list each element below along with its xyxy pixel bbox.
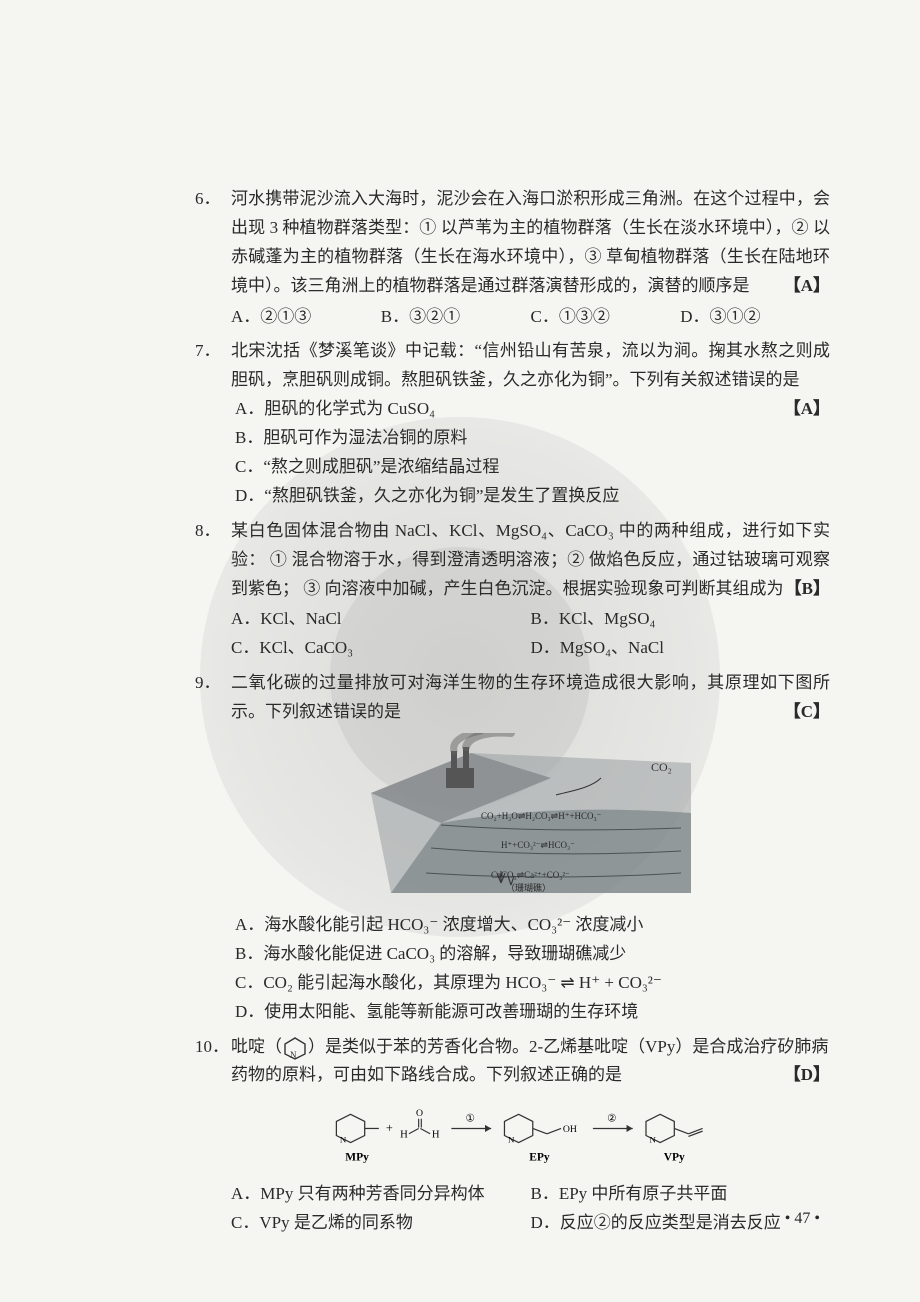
stem-text: 河水携带泥沙流入大海时，泥沙会在入海口淤积形成三角洲。在这个过程中，会出现 3 … bbox=[231, 189, 830, 295]
option-c: C．CO₂ 能引起海水酸化，其原理为 HCO₃⁻ ⇌ H⁺ + CO₃²⁻ bbox=[231, 969, 830, 998]
label-eq1: CO₂+H₂O⇌H₂CO₃⇌H⁺+HCO₃⁻ bbox=[481, 811, 602, 821]
option-d: D．③①② bbox=[680, 303, 830, 332]
stem-text: 北宋沈括《梦溪笔谈》中记载：“信州铅山有苦泉，流以为涧。掬其水熬之则成胆矾，烹胆… bbox=[231, 341, 830, 389]
exam-page: 6． 河水携带泥沙流入大海时，泥沙会在入海口淤积形成三角洲。在这个过程中，会出现… bbox=[0, 0, 920, 1302]
answer-tag: 【C】 bbox=[784, 698, 830, 727]
answer-tag: 【B】 bbox=[785, 575, 830, 604]
svg-text:O: O bbox=[416, 1108, 423, 1119]
option-d: D．使用太阳能、氢能等新能源可改善珊瑚的生存环境 bbox=[231, 998, 830, 1027]
options: A．②①③ B．③②① C．①③② D．③①② bbox=[231, 303, 830, 332]
answer-tag: 【D】 bbox=[784, 1061, 830, 1090]
question-7: 7． 北宋沈括《梦溪笔谈》中记载：“信州铅山有苦泉，流以为涧。掬其水熬之则成胆矾… bbox=[195, 337, 830, 510]
option-b: B．胆矾可作为湿法冶铜的原料 bbox=[231, 424, 830, 453]
question-stem: 北宋沈括《梦溪笔谈》中记载：“信州铅山有苦泉，流以为涧。掬其水熬之则成胆矾，烹胆… bbox=[231, 337, 830, 395]
vpy-label: VPy bbox=[663, 1152, 684, 1164]
option-b: B．海水酸化能促进 CaCO₃ 的溶解，导致珊瑚礁减少 bbox=[231, 940, 830, 969]
step1-label: ① bbox=[465, 1113, 475, 1125]
option-c: C．KCl、CaCO₃ bbox=[231, 634, 531, 663]
question-stem: 某白色固体混合物由 NaCl、KCl、MgSO₄、CaCO₃ 中的两种组成，进行… bbox=[231, 517, 830, 604]
svg-text:N: N bbox=[290, 1050, 297, 1060]
question-number: 8． bbox=[195, 517, 231, 663]
answer-tag: 【A】 bbox=[784, 395, 830, 424]
svg-text:N: N bbox=[339, 1135, 346, 1145]
label-eq3: CaCO₃⇌Ca²⁺+CO₃²⁻ bbox=[491, 870, 570, 880]
label-eq2: H⁺+CO₃²⁻⇌HCO₃⁻ bbox=[501, 840, 575, 850]
option-b: B．③②① bbox=[381, 303, 531, 332]
svg-text:+: + bbox=[385, 1121, 392, 1135]
question-body: 某白色固体混合物由 NaCl、KCl、MgSO₄、CaCO₃ 中的两种组成，进行… bbox=[231, 517, 830, 663]
mpy-label: MPy bbox=[345, 1152, 369, 1164]
question-stem-line2: 药物的原料，可由如下路线合成。下列叙述正确的是 【D】 bbox=[231, 1061, 830, 1090]
stem-text-2: 药物的原料，可由如下路线合成。下列叙述正确的是 bbox=[231, 1065, 622, 1084]
question-body: 吡啶（ N ）是类似于苯的芳香化合物。2-乙烯基吡啶（VPy）是合成治疗矽肺病 药物… bbox=[231, 1033, 830, 1238]
label-coral: （珊瑚礁） bbox=[506, 882, 551, 893]
option-c: C．VPy 是乙烯的同系物 bbox=[231, 1209, 531, 1238]
question-number: 9． bbox=[195, 669, 231, 1026]
pyridine-icon: N bbox=[282, 1036, 308, 1060]
scheme-svg: N + O H H ① N bbox=[301, 1096, 761, 1168]
option-d: D．“熬胆矾铁釜，久之亦化为铜”是发生了置换反应 bbox=[231, 482, 830, 511]
question-10: 10． 吡啶（ N ）是类似于苯的芳香化合物。2-乙烯基吡啶（VPy）是合成治疗矽肺… bbox=[195, 1033, 830, 1238]
option-a: A．MPy 只有两种芳香同分异构体 bbox=[231, 1180, 531, 1209]
epy-label: EPy bbox=[529, 1152, 550, 1164]
option-a: A．KCl、NaCl bbox=[231, 605, 531, 634]
stem-text: 某白色固体混合物由 NaCl、KCl、MgSO₄、CaCO₃ 中的两种组成，进行… bbox=[231, 521, 830, 598]
options: A．MPy 只有两种芳香同分异构体 B．EPy 中所有原子共平面 C．VPy 是… bbox=[231, 1180, 830, 1238]
option-c: C．“熬之则成胆矾”是浓缩结晶过程 bbox=[231, 453, 830, 482]
option-b: B．EPy 中所有原子共平面 bbox=[531, 1180, 831, 1209]
label-co2: CO₂ bbox=[651, 760, 672, 774]
question-number: 6． bbox=[195, 185, 231, 331]
option-d: D．反应②的反应类型是消去反应 bbox=[531, 1209, 831, 1238]
option-a: A．②①③ bbox=[231, 303, 381, 332]
question-number: 7． bbox=[195, 337, 231, 510]
synthesis-scheme: N + O H H ① N bbox=[231, 1096, 830, 1178]
question-8: 8． 某白色固体混合物由 NaCl、KCl、MgSO₄、CaCO₃ 中的两种组成… bbox=[195, 517, 830, 663]
question-body: 二氧化碳的过量排放可对海洋生物的生存环境造成很大影响，其原理如下图所示。下列叙述… bbox=[231, 669, 830, 1026]
stem-post: ）是类似于苯的芳香化合物。2-乙烯基吡啶（VPy）是合成治疗矽肺病 bbox=[308, 1037, 828, 1056]
question-body: 北宋沈括《梦溪笔谈》中记载：“信州铅山有苦泉，流以为涧。掬其水熬之则成胆矾，烹胆… bbox=[231, 337, 830, 510]
answer-tag: 【A】 bbox=[784, 272, 830, 301]
question-stem-line1: 吡啶（ N ）是类似于苯的芳香化合物。2-乙烯基吡啶（VPy）是合成治疗矽肺病 bbox=[231, 1033, 830, 1062]
question-9: 9． 二氧化碳的过量排放可对海洋生物的生存环境造成很大影响，其原理如下图所示。下… bbox=[195, 669, 830, 1026]
question-stem: 河水携带泥沙流入大海时，泥沙会在入海口淤积形成三角洲。在这个过程中，会出现 3 … bbox=[231, 185, 830, 301]
question-6: 6． 河水携带泥沙流入大海时，泥沙会在入海口淤积形成三角洲。在这个过程中，会出现… bbox=[195, 185, 830, 331]
svg-text:H: H bbox=[400, 1130, 408, 1141]
option-a: A．海水酸化能引起 HCO₃⁻ 浓度增大、CO₃²⁻ 浓度减小 bbox=[231, 911, 830, 940]
option-c: C．①③② bbox=[531, 303, 681, 332]
svg-text:OH: OH bbox=[562, 1124, 576, 1135]
stem-text: 二氧化碳的过量排放可对海洋生物的生存环境造成很大影响，其原理如下图所示。下列叙述… bbox=[231, 673, 830, 721]
svg-text:N: N bbox=[508, 1135, 515, 1145]
question-number: 10． bbox=[195, 1033, 231, 1238]
option-b: B．KCl、MgSO₄ bbox=[531, 605, 831, 634]
svg-text:N: N bbox=[649, 1135, 656, 1145]
stem-pre: 吡啶（ bbox=[231, 1037, 282, 1056]
options: A．KCl、NaCl B．KCl、MgSO₄ C．KCl、CaCO₃ D．MgS… bbox=[231, 605, 830, 663]
question-stem: 二氧化碳的过量排放可对海洋生物的生存环境造成很大影响，其原理如下图所示。下列叙述… bbox=[231, 669, 830, 727]
option-a: A．胆矾的化学式为 CuSO₄ bbox=[231, 395, 830, 424]
ocean-co2-diagram: CO₂ CO₂+H₂O⇌H₂CO₃⇌H⁺+HCO₃⁻ H⁺+CO₃²⁻⇌HCO₃… bbox=[351, 733, 711, 903]
question-body: 河水携带泥沙流入大海时，泥沙会在入海口淤积形成三角洲。在这个过程中，会出现 3 … bbox=[231, 185, 830, 331]
svg-text:H: H bbox=[431, 1130, 439, 1141]
step2-label: ② bbox=[607, 1113, 617, 1125]
q9-diagram: CO₂ CO₂+H₂O⇌H₂CO₃⇌H⁺+HCO₃⁻ H⁺+CO₃²⁻⇌HCO₃… bbox=[351, 733, 711, 903]
option-d: D．MgSO₄、NaCl bbox=[531, 634, 831, 663]
